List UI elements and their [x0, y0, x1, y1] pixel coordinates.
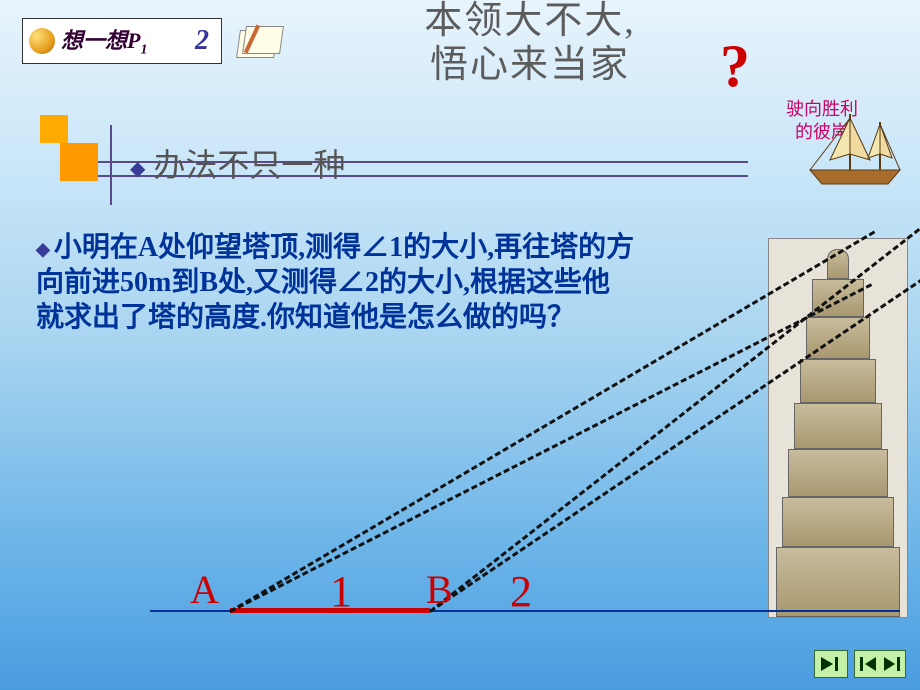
title-line1: 本领大不大,: [360, 0, 700, 44]
pagoda-image: [768, 238, 908, 618]
nav-buttons: [814, 650, 906, 678]
slide-title: 本领大不大, 悟心来当家: [360, 0, 700, 87]
bullet-icon: ◆: [130, 158, 145, 180]
title-line2: 悟心来当家: [360, 44, 700, 88]
question-mark-icon: ?: [720, 32, 750, 101]
ship-icon: [780, 114, 910, 194]
label-1: 1: [330, 566, 352, 617]
subtitle-text: 办法不只一种: [153, 147, 345, 183]
swap-button[interactable]: [854, 650, 906, 678]
bullet-icon: ◆: [36, 239, 50, 259]
label-a: A: [190, 566, 219, 613]
think-label: 想一想P1: [61, 23, 147, 58]
think-box: 想一想P1 2: [22, 18, 222, 64]
think-sub: 1: [140, 43, 147, 58]
book-icon: [238, 22, 288, 62]
think-pre: 想一想P: [61, 28, 140, 53]
subtitle: ◆ 办法不只一种: [130, 140, 345, 186]
next-button[interactable]: [814, 650, 848, 678]
think-number: 2: [195, 25, 209, 57]
label-2: 2: [510, 566, 532, 617]
problem-text: ◆小明在A处仰望塔顶,测得∠1的大小,再往塔的方向前进50m到B处,又测得∠2的…: [36, 230, 636, 335]
problem-body: 小明在A处仰望塔顶,测得∠1的大小,再往塔的方向前进50m到B处,又测得∠2的大…: [36, 232, 634, 333]
globe-icon: [29, 28, 55, 54]
label-b: B: [426, 566, 453, 613]
